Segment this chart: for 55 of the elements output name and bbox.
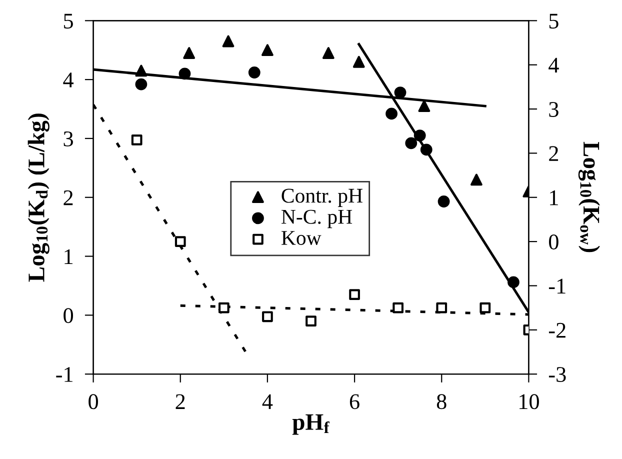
point	[262, 44, 274, 56]
x-tick-label: 8	[436, 394, 446, 410]
y2-tick-label: 0	[548, 234, 558, 250]
point	[438, 196, 450, 208]
point	[386, 108, 398, 120]
point	[131, 134, 142, 146]
y2-tick-label: -2	[548, 322, 566, 338]
point	[178, 68, 191, 80]
x-tick-label: 0	[88, 394, 98, 410]
point	[405, 137, 418, 150]
y2-tick-label: 2	[549, 146, 558, 161]
legend-label: Kow	[281, 231, 322, 245]
point	[349, 289, 360, 300]
y2-tick-label: -3	[548, 367, 566, 382]
y-tick-label: 0	[64, 308, 74, 324]
x-tick-label: 10	[520, 394, 539, 410]
y-tick-label: -1	[56, 367, 73, 382]
y-tick-label: 2	[64, 190, 73, 206]
y2-tick-label: 4	[548, 58, 559, 73]
y2-axis-title: Log$_{10}$(K$_{ow}$)	[578, 142, 600, 252]
point	[218, 302, 230, 314]
y-tick-label: 3	[64, 131, 73, 146]
point	[436, 302, 448, 314]
x-tick-label: 6	[350, 394, 360, 410]
y2-tick-label: -1	[548, 278, 566, 294]
legend-label: N-C. pH	[281, 210, 352, 228]
point	[135, 64, 148, 77]
point	[174, 236, 186, 247]
point	[183, 47, 196, 60]
point	[394, 86, 406, 98]
point	[418, 100, 430, 112]
x-axis-title: pH$_{f}$	[292, 414, 330, 435]
legend-label: Contr. pH	[282, 188, 362, 207]
y2-tick-label: 1	[550, 190, 558, 206]
point	[306, 316, 316, 327]
point	[222, 35, 234, 48]
y-tick-label: 1	[64, 249, 73, 264]
x-tick-label: 2	[176, 394, 185, 409]
point	[480, 302, 491, 314]
point	[322, 47, 334, 60]
y2-tick-label: 3	[549, 102, 558, 117]
point	[262, 311, 273, 322]
point	[470, 174, 482, 186]
point	[420, 144, 432, 156]
point	[414, 130, 426, 142]
y-axis-title: Log$_{10}$(K$_{d}$) (L/kg)	[28, 114, 50, 282]
y-tick-label: 5	[64, 14, 73, 29]
point	[248, 66, 260, 78]
point	[392, 302, 404, 314]
y-tick-label: 4	[63, 72, 74, 88]
point	[135, 78, 148, 90]
point	[508, 276, 520, 288]
x-tick-label: 4	[262, 394, 273, 409]
point	[352, 56, 365, 68]
y2-tick-label: 5	[549, 14, 558, 29]
